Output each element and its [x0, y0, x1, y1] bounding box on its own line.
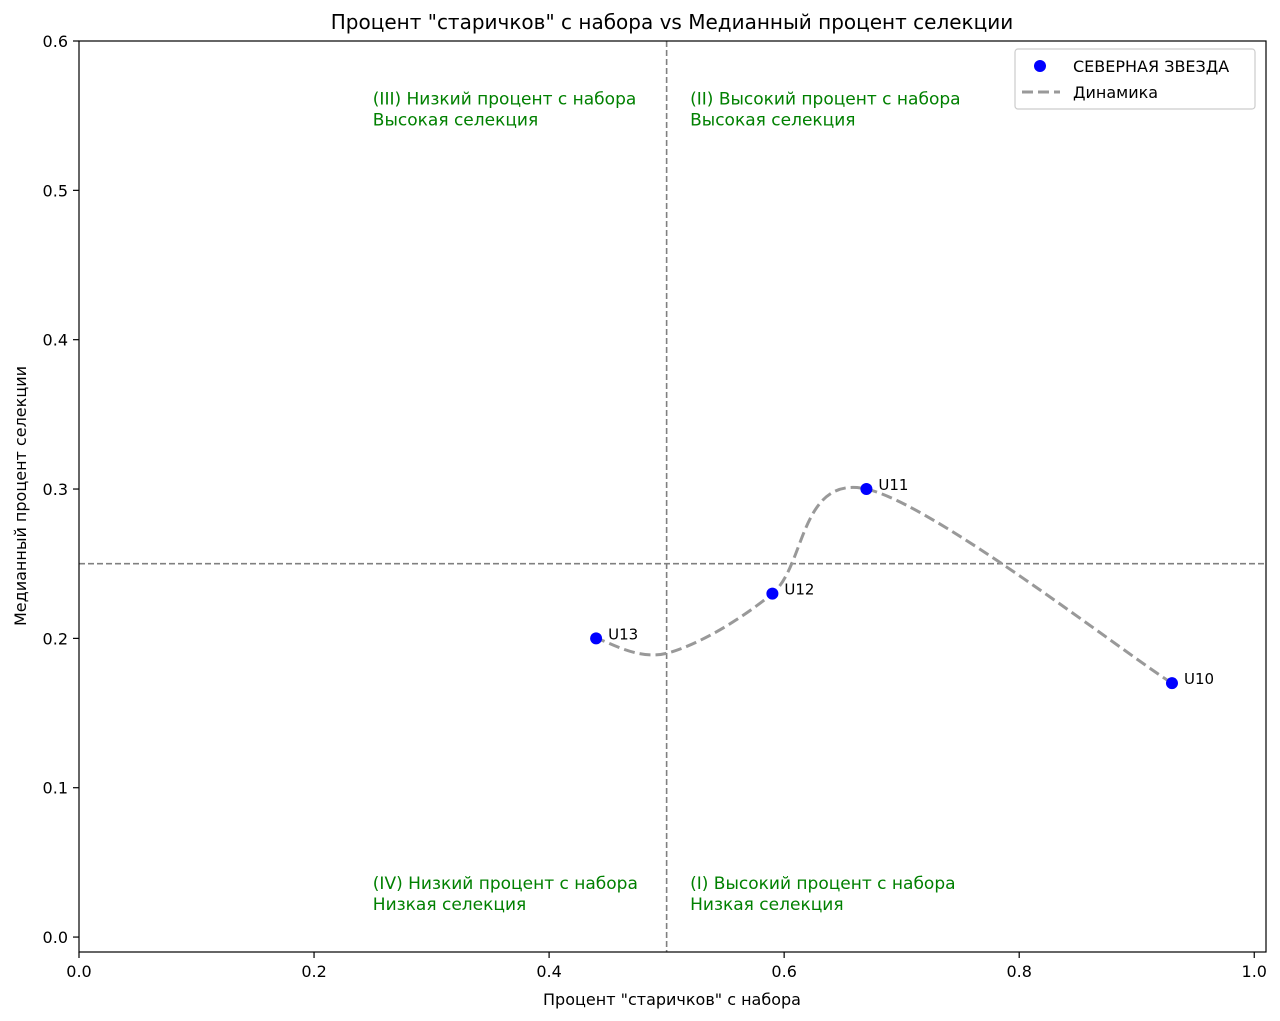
point-label-u10: U10 — [1184, 670, 1214, 688]
trajectory-line — [595, 485, 1173, 685]
chart-title: Процент "старичков" с набора vs Медианны… — [331, 10, 1013, 34]
y-tick-label: 0.5 — [43, 181, 68, 200]
y-tick-label: 0.0 — [43, 928, 68, 947]
quadrant-ii-label-line-1: (II) Высокий процент с набора — [690, 90, 960, 110]
scatter-point-u13 — [590, 632, 603, 645]
legend-marker-scatter — [1034, 60, 1046, 72]
quadrant-i-label-line-2: Низкая селекция — [690, 895, 843, 915]
point-label-u13: U13 — [608, 625, 638, 643]
legend-label-scatter: СЕВЕРНАЯ ЗВЕЗДА — [1073, 57, 1229, 76]
y-axis-label: Медианный процент селекции — [11, 366, 30, 626]
quadrant-iii-label-line-2: Высокая селекция — [373, 111, 538, 131]
y-tick-label: 0.2 — [43, 629, 68, 648]
quadrant-iv-label-line-1: (IV) Низкий процент с набора — [373, 874, 638, 894]
legend-label-line: Динамика — [1073, 83, 1158, 102]
y-tick-label: 0.3 — [43, 480, 68, 499]
y-tick-label: 0.4 — [43, 331, 68, 350]
x-axis-label: Процент "старичков" с набора — [543, 990, 801, 1009]
x-tick-label: 0.8 — [1006, 962, 1031, 981]
x-tick-label: 0.6 — [771, 962, 796, 981]
quadrant-iv-label-line-2: Низкая селекция — [373, 895, 526, 915]
quadrant-i-label-line-1: (I) Высокий процент с набора — [690, 874, 955, 894]
x-tick-label: 0.4 — [536, 962, 561, 981]
quadrant-ii-label-line-2: Высокая селекция — [690, 111, 855, 131]
x-tick-label: 0.2 — [301, 962, 326, 981]
legend-box — [1014, 48, 1256, 110]
quadrant-iii-label-line-1: (III) Низкий процент с набора — [373, 90, 636, 110]
scatter-point-u10 — [1165, 677, 1178, 690]
point-label-u11: U11 — [878, 476, 908, 494]
y-tick-label: 0.6 — [43, 32, 68, 51]
y-tick-label: 0.1 — [43, 779, 68, 798]
x-tick-label: 1.0 — [1242, 962, 1267, 981]
plot-frame — [78, 40, 1267, 953]
scatter-point-u11 — [860, 483, 873, 496]
scatter-point-u12 — [766, 587, 779, 600]
x-tick-label: 0.0 — [66, 962, 91, 981]
point-label-u12: U12 — [784, 581, 814, 599]
